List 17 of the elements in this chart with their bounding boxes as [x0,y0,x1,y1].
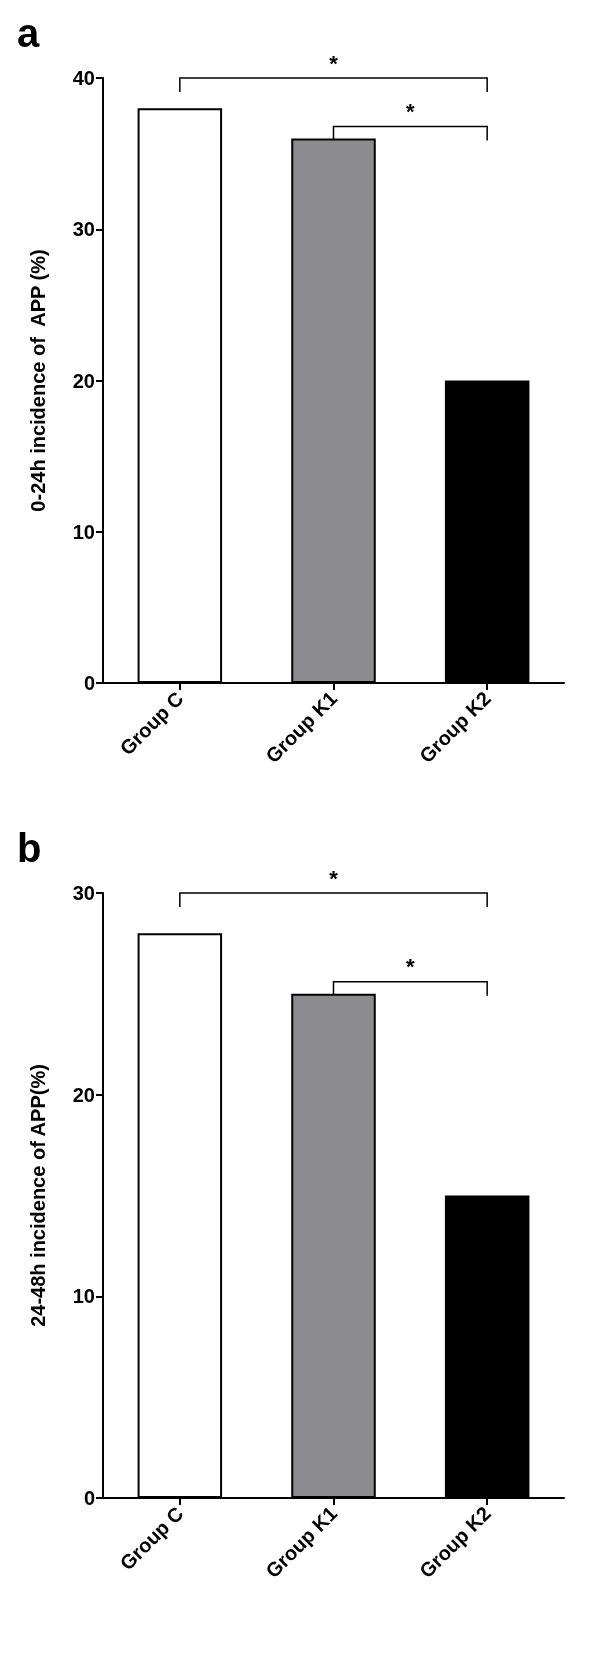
y-tick-label: 0 [83,1487,95,1509]
chart-title: b [17,826,42,870]
y-tick-label: 30 [72,882,95,904]
y-tick-label: 20 [72,1083,95,1106]
y-tick-label: 0 [83,672,95,694]
chart-title: a [17,11,40,55]
annotation: * [406,99,416,124]
text: * [329,50,339,76]
y-axis-title: 24-48h incidence of APP(%) [27,1064,49,1327]
y-tick-label: 20 [72,369,95,392]
text: * [329,865,339,891]
y-tick-label: 40 [72,67,95,89]
y-tick-label: 10 [72,1285,95,1308]
y-tick-label: 10 [72,520,95,543]
y-tick-label: 30 [72,218,95,241]
y-axis-title: 0-24h incidence of APP (%) [27,249,49,512]
annotation: * [406,954,416,980]
